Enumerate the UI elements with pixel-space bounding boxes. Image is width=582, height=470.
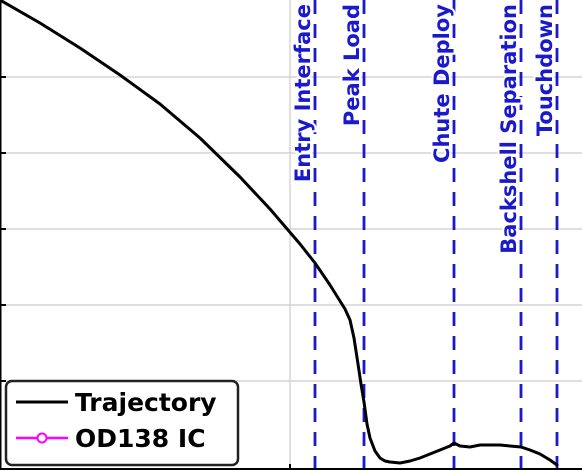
event-label-halo-3: Backshell Separation bbox=[497, 4, 521, 254]
series-line-0 bbox=[0, 0, 559, 467]
event-label-2: Chute Deploy bbox=[430, 4, 454, 163]
event-label-halo-2: Chute Deploy bbox=[430, 4, 454, 163]
event-label-halo-4: Touchdown bbox=[533, 4, 557, 136]
legend: Trajectory OD138 IC bbox=[4, 379, 240, 467]
series-lines bbox=[0, 0, 559, 467]
legend-trajectory-label: Trajectory bbox=[75, 388, 217, 417]
event-label-halo-1: Peak Load bbox=[340, 4, 364, 126]
event-label-4: Touchdown bbox=[533, 4, 557, 136]
event-label-halo-0: Entry Interface bbox=[291, 4, 315, 182]
legend-od138-label: OD138 IC bbox=[75, 424, 206, 453]
event-label-0: Entry Interface bbox=[291, 4, 315, 182]
legend-od138-marker bbox=[36, 432, 48, 444]
event-label-3: Backshell Separation bbox=[497, 4, 521, 254]
event-label-1: Peak Load bbox=[340, 4, 364, 126]
